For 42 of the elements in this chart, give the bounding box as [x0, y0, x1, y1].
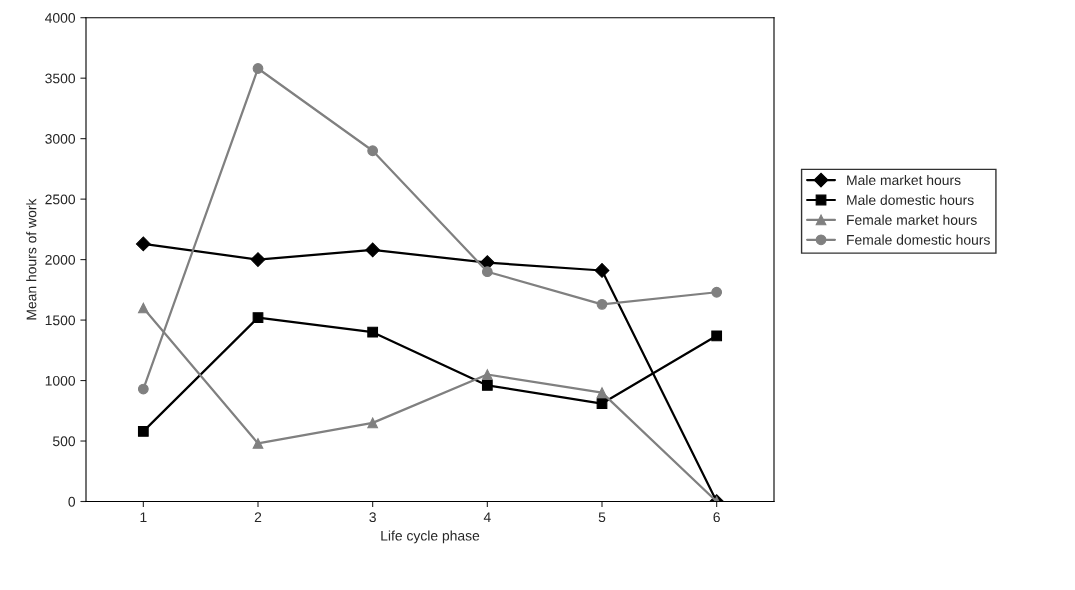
legend-label: Female market hours	[847, 214, 977, 225]
point	[481, 369, 493, 380]
point	[252, 312, 264, 324]
x-tick-label: 4	[483, 512, 491, 522]
point	[596, 398, 608, 409]
y-tick-label: 3000	[45, 133, 76, 144]
point	[365, 242, 381, 258]
point	[594, 263, 610, 278]
point	[367, 417, 379, 429]
point	[711, 330, 723, 342]
y-tick-label: 1000	[45, 375, 76, 386]
y-tick-label: 2000	[45, 254, 76, 265]
y-tick-label: 1500	[45, 315, 76, 326]
y-tick-label: 4000	[45, 13, 76, 23]
point	[596, 298, 608, 310]
point	[137, 425, 149, 437]
point	[252, 438, 264, 449]
x-tick-label: 6	[713, 512, 720, 523]
x-tick-label: 3	[369, 512, 376, 523]
point	[137, 302, 149, 314]
legend-label: Male domestic hours	[847, 194, 974, 205]
point	[252, 63, 264, 74]
point	[250, 252, 266, 267]
point	[367, 145, 379, 157]
x-tick-label: 2	[254, 512, 262, 522]
y-tick-label: 2500	[45, 194, 76, 205]
x-tick-label: 1	[140, 512, 147, 522]
point	[481, 380, 493, 391]
point	[135, 236, 151, 252]
x-axis-title: Life cycle phase	[381, 530, 480, 544]
y-tick-label: 0	[68, 496, 76, 507]
point	[596, 387, 608, 399]
point	[481, 266, 493, 278]
point	[711, 286, 723, 298]
x-tick-label: 5	[598, 512, 606, 523]
legend-label: Female domestic hours	[847, 234, 990, 245]
legend-label: Male market hours	[847, 174, 961, 186]
y-axis-title: Mean hours of work	[26, 198, 37, 320]
y-tick-label: 3500	[45, 73, 76, 84]
y-tick-label: 500	[52, 436, 76, 447]
point	[367, 326, 379, 338]
point	[137, 383, 149, 395]
